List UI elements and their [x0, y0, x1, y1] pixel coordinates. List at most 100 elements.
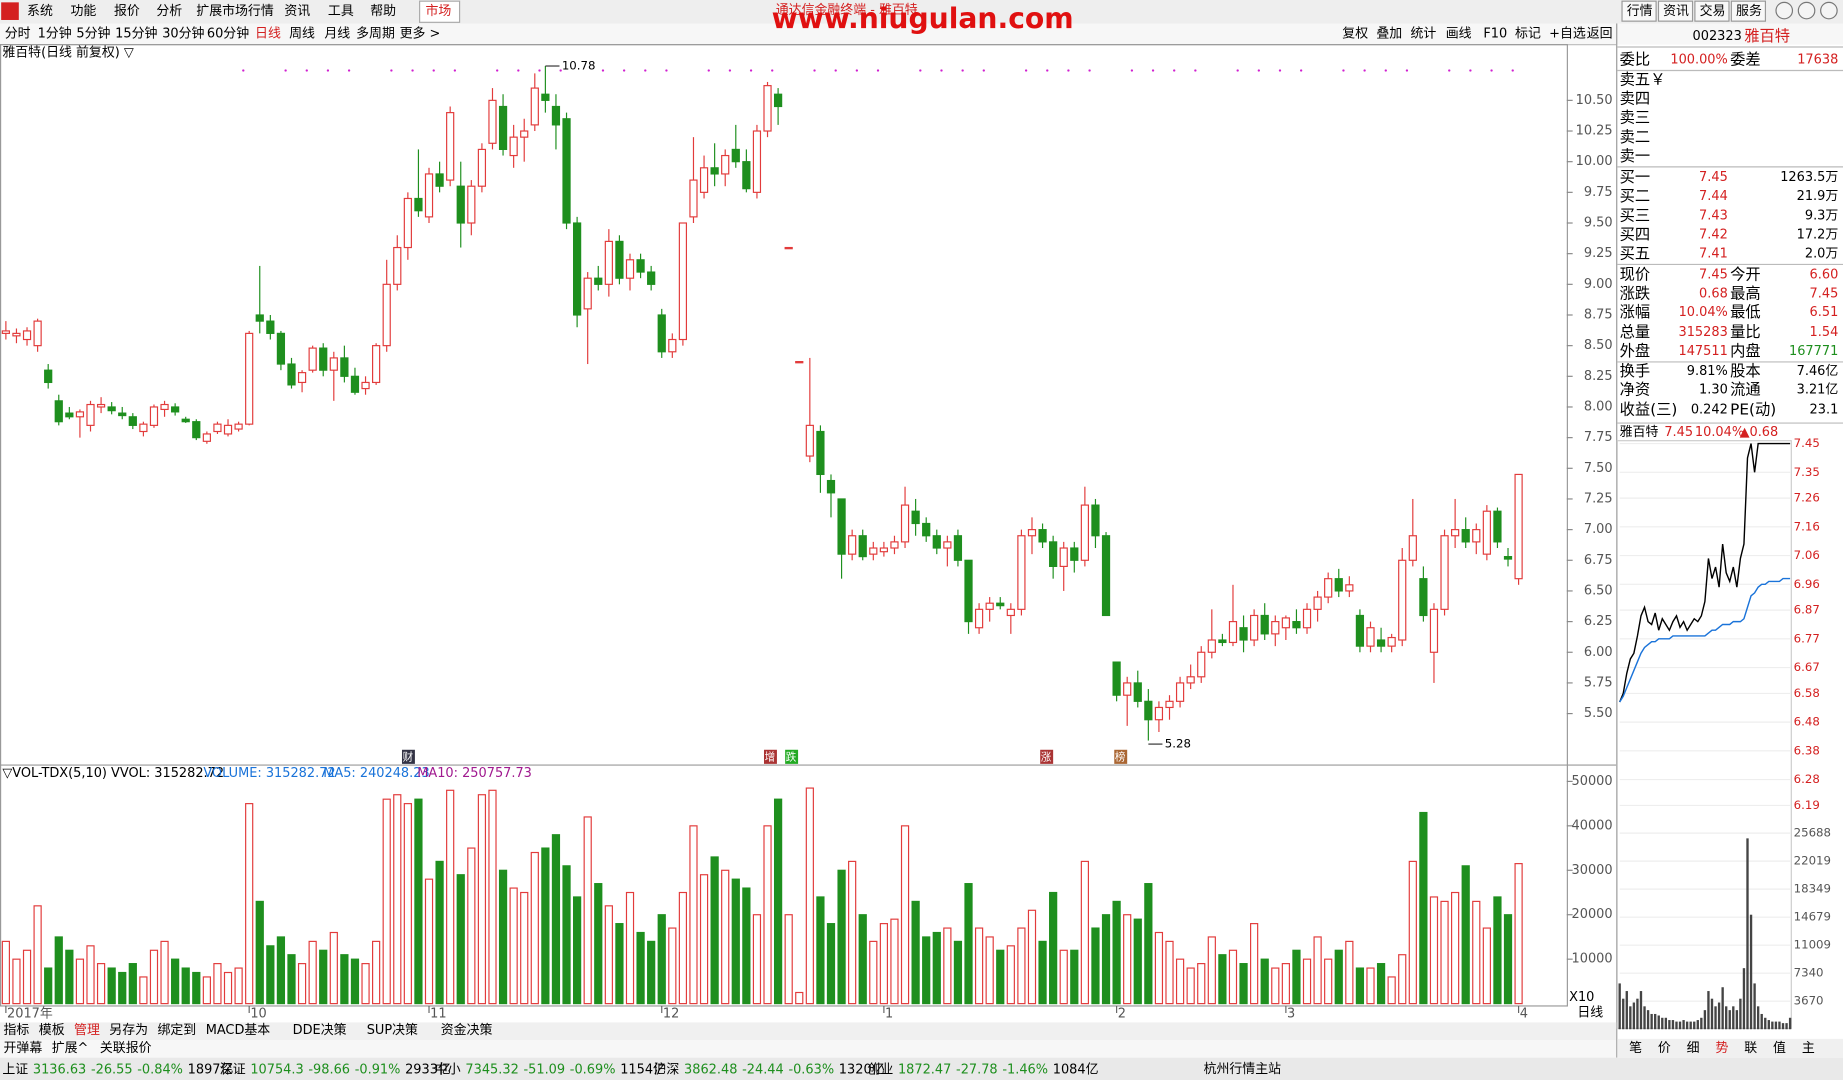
top-button[interactable]: 资讯 — [1663, 4, 1689, 19]
candle-body — [721, 154, 730, 175]
panel-tab[interactable]: 联 — [1744, 1041, 1757, 1056]
candle-body — [477, 148, 487, 187]
period-tab[interactable]: 日线 — [255, 27, 281, 42]
candle-body — [1503, 556, 1513, 560]
panel-tab[interactable]: 势 — [1715, 1040, 1728, 1056]
bottom-tab[interactable]: 关联报价 — [100, 1041, 152, 1056]
volume-label: VOLUME: 315282.72 — [203, 766, 335, 781]
candle-body — [382, 283, 391, 347]
event-label: 跌 — [786, 750, 797, 763]
bottom-tab[interactable]: SUP决策 — [367, 1022, 418, 1038]
volume-bar — [1133, 918, 1142, 1005]
intraday-volume — [1654, 1013, 1657, 1030]
volume-bar — [1482, 927, 1491, 1005]
candle-body — [636, 259, 645, 273]
tool-button[interactable]: 复权 — [1342, 26, 1368, 42]
period-tab[interactable]: 60分钟 — [207, 26, 249, 42]
period-tab[interactable]: 周线 — [289, 27, 315, 42]
bottom-tab[interactable]: 开弹幕 — [4, 1041, 43, 1056]
intraday-line — [1619, 577, 1791, 703]
bottom-tab[interactable]: 资金决策 — [441, 1022, 493, 1038]
candle-body — [1398, 559, 1407, 641]
y-tick-label: 6.38 — [1794, 743, 1820, 757]
volume-bar — [784, 914, 793, 1005]
volume-bar — [33, 905, 42, 1005]
bottom-tab[interactable]: MACD基本 — [206, 1023, 271, 1038]
volume-bar — [742, 887, 751, 1005]
volume-bar — [985, 936, 994, 1005]
menu-item[interactable]: 帮助 — [370, 4, 396, 19]
index-quote: 深证 10754.3 -98.66 -0.91% 2933亿 — [220, 1062, 451, 1077]
period-tab[interactable]: 30分钟 — [162, 26, 204, 42]
y-tick-label: 8.75 — [1584, 307, 1613, 322]
intraday-volume — [1703, 1010, 1707, 1030]
tool-button[interactable]: 统计 — [1410, 27, 1436, 42]
period-tab[interactable]: 多周期 — [356, 27, 395, 42]
volume-bar — [266, 945, 275, 1005]
event-icon — [785, 749, 799, 764]
field-label: 收益(三) — [1620, 401, 1678, 419]
buy-volume: 17.2万 — [1797, 227, 1839, 242]
volume-bar — [604, 905, 613, 1005]
field-label: 股本 — [1730, 362, 1761, 380]
menu-item[interactable]: 报价 — [114, 4, 140, 19]
period-tab[interactable]: 15分钟 — [115, 26, 157, 42]
candle-body — [1250, 614, 1259, 641]
bottom-tab[interactable]: 绑定到 — [158, 1023, 197, 1038]
menu-item[interactable]: 资讯 — [284, 4, 310, 19]
menu-item[interactable]: 系统 — [27, 4, 53, 19]
bottom-tab[interactable]: 指标 — [4, 1023, 30, 1038]
intraday-volume — [1785, 1023, 1788, 1030]
panel-tab[interactable]: 价 — [1658, 1041, 1671, 1056]
candle-body — [678, 222, 688, 341]
field-value: 0.68 — [1699, 286, 1728, 301]
tool-button[interactable]: F10 — [1483, 27, 1507, 42]
tool-button[interactable]: 标记 — [1515, 27, 1541, 42]
tool-button[interactable]: 返回 — [1587, 27, 1613, 42]
period-tab[interactable]: 1分钟 — [38, 26, 72, 42]
candle-body — [530, 87, 539, 126]
panel-tab[interactable]: 细 — [1687, 1041, 1700, 1056]
volume-bar — [890, 918, 899, 1005]
volume-bar — [361, 963, 370, 1005]
menu-item[interactable]: 扩展市场行情 — [196, 3, 274, 19]
candle-body — [1154, 706, 1164, 721]
market-button[interactable]: 市场 — [425, 3, 451, 19]
intraday-volume — [1689, 1021, 1692, 1030]
candle-body — [1271, 621, 1280, 635]
tool-button[interactable]: 画线 — [1446, 27, 1472, 42]
panel-tab[interactable]: 笔 — [1629, 1040, 1642, 1056]
volume-bar — [1027, 909, 1037, 1005]
menu-item[interactable]: 功能 — [71, 4, 97, 19]
bottom-tab[interactable]: 模板 — [39, 1023, 65, 1038]
period-tab[interactable]: 分时 — [5, 27, 31, 42]
window-control — [1820, 1, 1838, 20]
period-tab[interactable]: 月线 — [324, 27, 350, 42]
top-button[interactable]: 交易 — [1700, 3, 1726, 19]
candle-body — [625, 259, 635, 279]
candle-body — [1070, 547, 1079, 561]
tool-button[interactable]: 叠加 — [1376, 27, 1402, 42]
chart-frame — [0, 44, 1568, 1007]
volume-bar — [1207, 936, 1216, 1005]
top-button[interactable]: 行情 — [1627, 4, 1653, 19]
bottom-tab[interactable]: 另存为 — [109, 1023, 148, 1038]
menu-item[interactable]: 分析 — [156, 4, 182, 19]
volume-bar — [202, 976, 211, 1005]
panel-tab[interactable]: 值 — [1773, 1040, 1786, 1056]
period-tab[interactable]: 5分钟 — [76, 26, 110, 42]
bottom-tab[interactable]: 管理 — [74, 1023, 100, 1038]
panel-tab[interactable]: 主 — [1802, 1041, 1815, 1056]
tool-button[interactable]: +自选 — [1549, 27, 1586, 42]
bottom-tab[interactable]: DDE决策 — [293, 1022, 347, 1038]
period-tab[interactable]: 更多 > — [400, 27, 441, 42]
menu-item[interactable]: 工具 — [328, 4, 354, 19]
volume-bar — [171, 958, 180, 1005]
index-field: -51.09 — [524, 1062, 566, 1077]
top-button[interactable]: 服务 — [1736, 3, 1762, 19]
bottom-tab[interactable]: 扩展^ — [52, 1041, 89, 1056]
candle-body — [1112, 661, 1121, 696]
marker-dot — [1236, 69, 1239, 72]
marker-dot — [813, 69, 816, 72]
intraday-volume — [1721, 987, 1724, 1030]
